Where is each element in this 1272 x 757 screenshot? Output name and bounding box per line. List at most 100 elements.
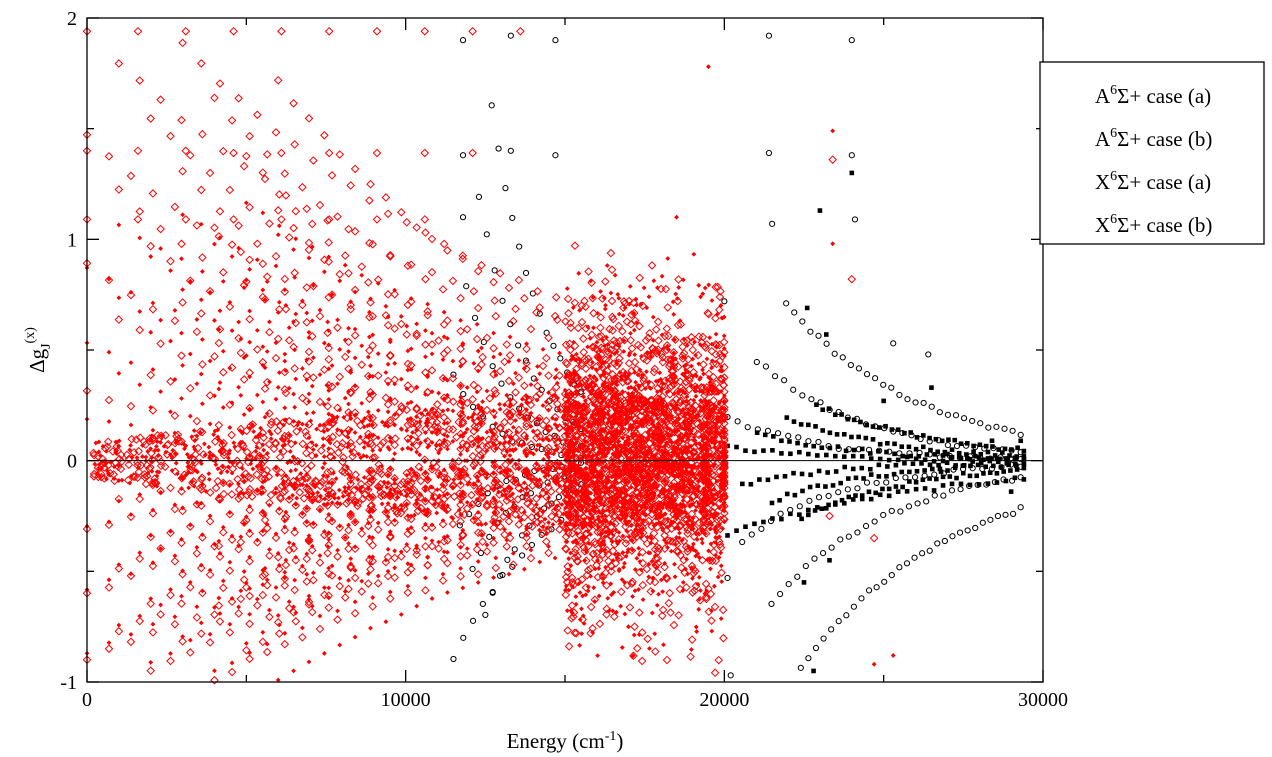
data-point xyxy=(260,210,266,216)
data-point xyxy=(588,293,597,303)
data-point xyxy=(133,146,143,156)
data-point xyxy=(854,529,861,536)
data-point xyxy=(506,359,512,364)
series-2 xyxy=(725,170,1027,674)
data-point xyxy=(617,449,623,454)
data-point xyxy=(445,335,450,341)
data-point xyxy=(748,481,754,487)
data-point xyxy=(601,295,607,301)
data-point xyxy=(683,355,693,364)
data-point xyxy=(635,498,644,508)
data-point xyxy=(187,278,193,284)
data-point xyxy=(782,473,788,479)
data-point xyxy=(372,215,382,224)
data-point xyxy=(166,377,175,386)
data-point xyxy=(346,522,351,528)
data-point xyxy=(385,490,395,499)
data-point xyxy=(757,477,762,482)
data-point xyxy=(365,571,371,577)
data-point xyxy=(712,515,722,525)
data-point xyxy=(329,292,335,298)
data-point xyxy=(850,466,856,472)
data-point xyxy=(535,466,540,472)
data-point xyxy=(281,304,291,314)
data-point xyxy=(758,525,765,532)
data-point xyxy=(392,287,398,293)
data-point xyxy=(904,489,910,494)
data-point xyxy=(148,509,158,518)
data-point xyxy=(570,241,580,251)
data-point xyxy=(591,362,601,372)
data-point xyxy=(423,307,432,316)
data-point xyxy=(659,273,665,279)
data-point xyxy=(425,301,431,307)
data-point xyxy=(557,350,562,356)
data-point xyxy=(537,416,543,422)
data-point xyxy=(327,290,337,300)
data-point xyxy=(177,351,186,360)
data-point xyxy=(570,298,580,308)
data-point xyxy=(779,438,784,444)
data-point xyxy=(702,473,711,483)
data-point xyxy=(315,311,325,321)
data-point xyxy=(632,644,642,653)
data-point xyxy=(180,287,185,292)
data-point xyxy=(880,381,887,388)
data-point xyxy=(616,295,622,301)
data-point xyxy=(448,481,458,491)
data-point xyxy=(423,438,428,444)
data-point xyxy=(172,553,178,559)
data-point xyxy=(645,380,651,386)
data-point xyxy=(396,552,406,561)
data-point xyxy=(524,532,529,537)
data-point xyxy=(638,580,648,590)
data-point xyxy=(198,297,204,303)
data-point xyxy=(320,365,329,375)
data-point xyxy=(570,420,579,430)
data-point xyxy=(504,556,511,563)
data-point xyxy=(448,519,458,529)
data-point xyxy=(290,528,299,537)
data-point xyxy=(460,634,467,641)
data-point xyxy=(698,588,703,593)
data-point xyxy=(831,350,838,357)
data-point xyxy=(383,571,393,581)
data-point xyxy=(987,470,993,476)
data-point xyxy=(456,344,465,354)
data-point xyxy=(659,410,665,416)
data-point xyxy=(368,296,373,302)
data-point xyxy=(544,548,553,558)
data-point xyxy=(148,304,158,314)
data-point xyxy=(662,443,668,449)
data-point xyxy=(698,408,703,414)
data-point xyxy=(229,328,235,334)
data-point xyxy=(459,152,467,159)
data-point xyxy=(381,311,391,320)
data-point xyxy=(1005,456,1011,462)
data-point xyxy=(606,531,616,541)
data-point xyxy=(579,347,588,357)
data-point xyxy=(709,453,719,463)
data-point xyxy=(491,471,496,476)
data-point xyxy=(158,490,164,495)
data-point xyxy=(438,519,448,529)
data-point xyxy=(448,276,458,286)
data-point xyxy=(363,371,373,381)
data-point xyxy=(179,593,184,599)
data-point xyxy=(126,512,136,522)
data-point xyxy=(600,580,606,586)
data-point xyxy=(816,468,822,474)
data-point xyxy=(502,402,507,408)
data-point xyxy=(180,212,185,218)
data-point xyxy=(368,602,378,611)
data-point xyxy=(346,562,356,571)
data-point xyxy=(895,489,901,494)
data-point xyxy=(337,407,343,413)
data-point xyxy=(981,457,986,463)
data-point xyxy=(535,364,540,369)
data-point xyxy=(335,150,345,159)
data-point xyxy=(913,486,919,492)
data-point xyxy=(366,179,375,189)
data-point xyxy=(254,392,260,398)
data-point xyxy=(603,302,608,308)
